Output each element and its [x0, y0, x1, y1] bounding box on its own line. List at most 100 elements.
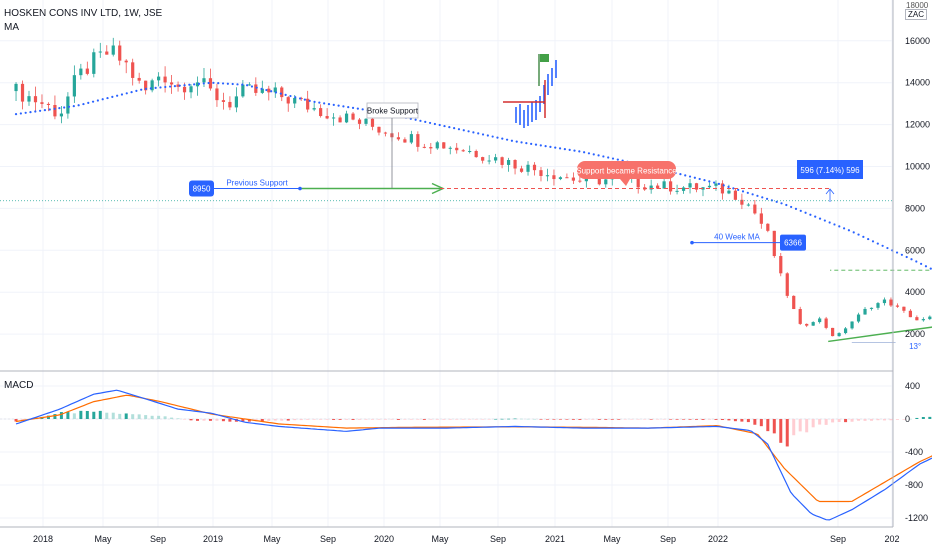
ma-point[interactable] [592, 153, 595, 156]
ma-point[interactable] [168, 85, 172, 88]
candle-body[interactable] [221, 100, 226, 102]
support-value-box[interactable] [189, 180, 214, 197]
ma-point[interactable] [477, 132, 480, 135]
ma-point[interactable] [727, 185, 730, 188]
candle-body[interactable] [137, 77, 141, 81]
ma-point[interactable] [135, 89, 138, 93]
macd-histogram-bar[interactable] [759, 419, 763, 427]
macd-histogram-bar[interactable] [798, 419, 802, 432]
macd-histogram-bar[interactable] [59, 412, 63, 419]
macd-histogram-bar[interactable] [882, 419, 886, 421]
ma-point[interactable] [144, 87, 148, 90]
ma-point[interactable] [597, 154, 600, 157]
macd-histogram-bar[interactable] [409, 419, 413, 420]
ma-point[interactable] [154, 86, 157, 90]
ma-point[interactable] [780, 202, 783, 205]
candle-body[interactable] [798, 309, 802, 324]
ma-point[interactable] [347, 105, 350, 109]
candle-body[interactable] [578, 180, 582, 182]
candle-body[interactable] [733, 190, 738, 200]
ma-point[interactable] [313, 100, 316, 103]
ma-point[interactable] [149, 87, 152, 90]
macd-histogram-bar[interactable] [688, 419, 692, 420]
candle-body[interactable] [772, 230, 776, 257]
candle-body[interactable] [500, 157, 504, 165]
macd-histogram-bar[interactable] [915, 417, 919, 419]
candle-body[interactable] [429, 147, 433, 149]
ma-point[interactable] [857, 233, 860, 236]
macd-histogram-bar[interactable] [772, 419, 776, 434]
macd-histogram-bar[interactable] [448, 419, 452, 420]
ma-point[interactable] [703, 179, 706, 182]
macd-histogram-bar[interactable] [364, 419, 368, 420]
macd-histogram-bar[interactable] [733, 419, 737, 422]
ma-point[interactable] [231, 82, 234, 86]
ma-point[interactable] [828, 221, 831, 224]
annotations-layer[interactable]: 13° 8950 Previous Support Broke Support Supp… [0, 54, 932, 351]
ma-point[interactable] [539, 144, 542, 147]
candle-body[interactable] [27, 96, 31, 102]
candle-body[interactable] [506, 160, 511, 165]
macd-histogram-bar[interactable] [215, 419, 219, 421]
candle-body[interactable] [163, 76, 167, 83]
candle-body[interactable] [306, 98, 310, 110]
macd-histogram-bar[interactable] [558, 419, 562, 420]
ma-point[interactable] [87, 101, 90, 104]
macd-histogram-bar[interactable] [241, 419, 245, 422]
ma-point[interactable] [265, 88, 268, 92]
macd-histogram-bar[interactable] [267, 419, 271, 421]
macd-histogram-bar[interactable] [857, 419, 861, 421]
ma-point[interactable] [761, 196, 764, 199]
candle-body[interactable] [105, 51, 109, 55]
ma-point[interactable] [298, 97, 302, 100]
macd-histogram-bar[interactable] [656, 419, 660, 420]
macd-histogram-bar[interactable] [163, 416, 167, 419]
ma-point[interactable] [472, 131, 475, 134]
candle-body[interactable] [856, 314, 861, 322]
trend-line[interactable] [828, 269, 932, 343]
macd-histogram-bar[interactable] [286, 419, 290, 421]
candle-body[interactable] [831, 327, 835, 337]
ma-point[interactable] [419, 119, 422, 122]
ma-point[interactable] [900, 253, 903, 256]
ma-point[interactable] [212, 81, 215, 84]
macd-histogram-bar[interactable] [383, 419, 387, 420]
ma-point[interactable] [125, 92, 128, 95]
candle-body[interactable] [208, 78, 213, 89]
ma-point[interactable] [289, 94, 292, 98]
candle-body[interactable] [766, 223, 770, 231]
macd-histogram-bar[interactable] [844, 419, 848, 423]
candle-body[interactable] [280, 87, 284, 98]
macd-histogram-bar[interactable] [539, 419, 543, 420]
candle-body[interactable] [681, 187, 686, 191]
macd-histogram-bar[interactable] [617, 419, 621, 420]
ma-point[interactable] [708, 180, 711, 183]
macd-histogram-bar[interactable] [150, 415, 154, 419]
macd-histogram-bar[interactable] [396, 419, 400, 420]
ma-point[interactable] [549, 145, 552, 148]
candle-body[interactable] [299, 97, 303, 99]
candle-body[interactable] [293, 97, 297, 104]
candle-body[interactable] [40, 102, 44, 104]
macd-histogram-bar[interactable] [429, 419, 433, 420]
macd-histogram-bar[interactable] [105, 412, 109, 419]
macd-histogram-bar[interactable] [831, 419, 835, 423]
ma-point[interactable] [116, 94, 119, 97]
ma-point[interactable] [867, 237, 870, 241]
ma-point[interactable] [862, 235, 865, 238]
ma-point[interactable] [847, 229, 851, 232]
candle-body[interactable] [928, 316, 932, 320]
ma-point[interactable] [838, 225, 841, 228]
ma-point[interactable] [67, 105, 71, 108]
ma-point[interactable] [77, 104, 80, 107]
candle-body[interactable] [20, 83, 25, 102]
macd-histogram-bar[interactable] [669, 419, 673, 420]
ma-point[interactable] [814, 215, 817, 218]
candle-body[interactable] [785, 273, 789, 296]
macd-histogram-bar[interactable] [416, 419, 420, 420]
candle-body[interactable] [144, 80, 148, 91]
macd-histogram-bar[interactable] [85, 410, 89, 419]
ma-point[interactable] [361, 108, 364, 111]
macd-histogram-bar[interactable] [228, 419, 232, 422]
candle-body[interactable] [792, 295, 796, 310]
